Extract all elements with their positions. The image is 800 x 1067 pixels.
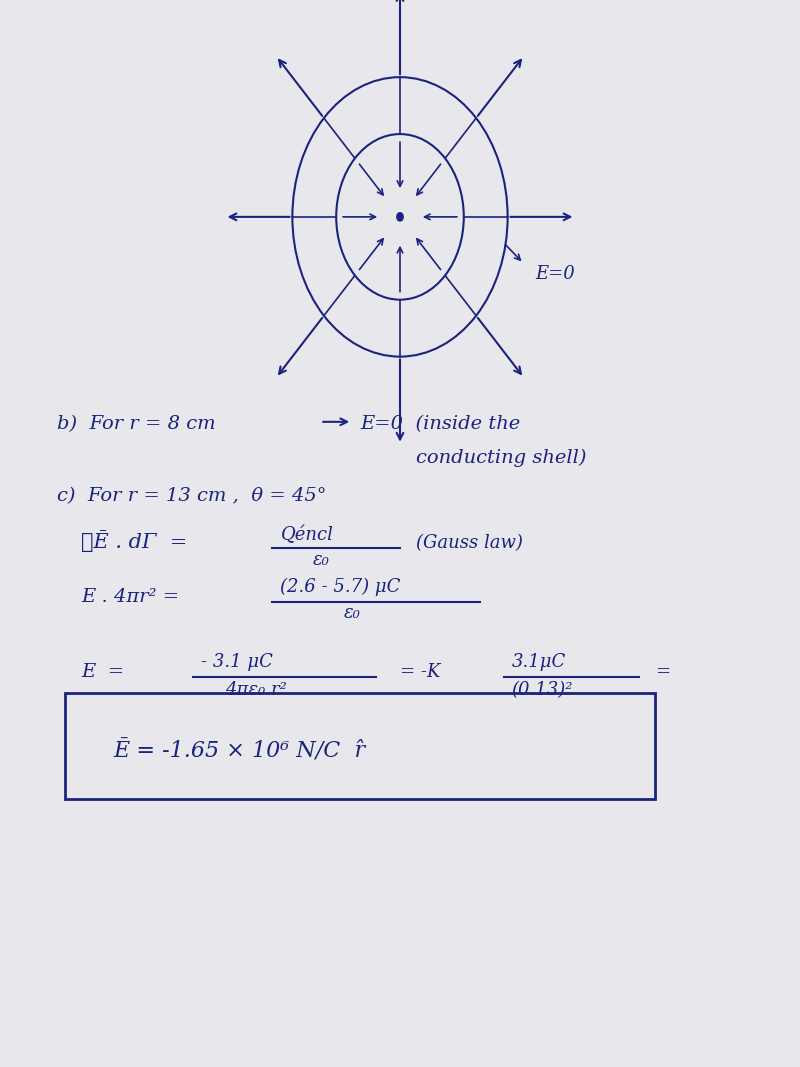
Circle shape — [397, 212, 403, 221]
Text: E=0: E=0 — [535, 265, 575, 283]
Text: ε₀: ε₀ — [312, 551, 329, 569]
Text: (Gauss law): (Gauss law) — [416, 535, 523, 552]
Text: = -K: = -K — [400, 664, 441, 682]
Text: Ē = -1.65 × 10⁶ N/C  r̂: Ē = -1.65 × 10⁶ N/C r̂ — [113, 739, 365, 762]
Text: conducting shell): conducting shell) — [416, 449, 586, 467]
Text: c)  For r = 13 cm ,  θ = 45°: c) For r = 13 cm , θ = 45° — [57, 488, 326, 506]
Text: E  =: E = — [81, 664, 124, 682]
Text: 4πε₀ r²: 4πε₀ r² — [225, 681, 286, 699]
Text: (0.13)²: (0.13)² — [512, 681, 573, 699]
Text: Qéncl: Qéncl — [281, 525, 334, 544]
Text: E . 4πr² =: E . 4πr² = — [81, 588, 179, 606]
Text: =: = — [655, 664, 670, 682]
Text: b)  For r = 8 cm: b) For r = 8 cm — [57, 415, 216, 433]
Text: ∯Ē . dΓ  =: ∯Ē . dΓ = — [81, 530, 187, 552]
Text: 3.1μC: 3.1μC — [512, 653, 566, 671]
Text: E=0  (inside the: E=0 (inside the — [360, 415, 520, 433]
Text: (2.6 - 5.7) μC: (2.6 - 5.7) μC — [281, 577, 401, 595]
Text: - 3.1 μC: - 3.1 μC — [201, 653, 273, 671]
Text: ε₀: ε₀ — [344, 605, 361, 622]
